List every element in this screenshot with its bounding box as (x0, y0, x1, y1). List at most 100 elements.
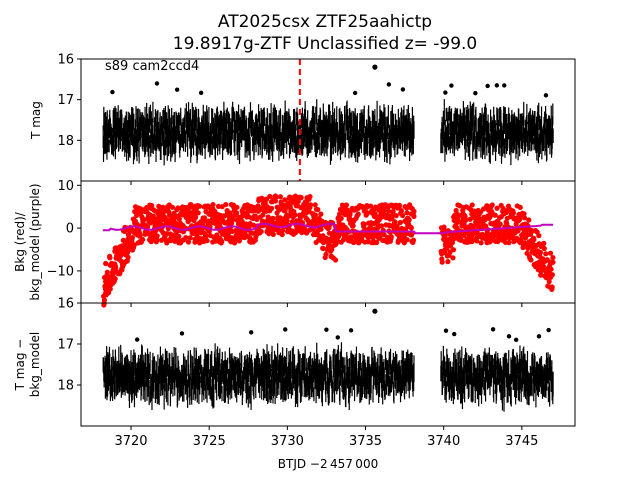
mag-point (473, 90, 478, 96)
bkg-point (219, 238, 225, 245)
bkg-point (411, 213, 417, 219)
bkg-point (112, 265, 119, 271)
bkg-point (279, 231, 285, 238)
bkg-point (107, 286, 113, 292)
bkg-point (406, 217, 412, 223)
bkg-point (307, 194, 313, 200)
bkg-point (343, 202, 350, 208)
bkg-point (173, 229, 180, 235)
bkg-point (144, 224, 151, 230)
bkg-point (210, 201, 216, 208)
bkg-point (550, 259, 556, 265)
y-axis-label-line: T mag (29, 101, 43, 140)
mag-point (443, 90, 448, 95)
mag-point (134, 337, 140, 342)
bkg-point (187, 235, 193, 241)
y-axis-label: T mag −bkg_model (13, 332, 42, 398)
mag-outlier-point (372, 308, 378, 314)
bkg-point (396, 202, 403, 208)
bkg-point (404, 210, 410, 216)
bkg-point (268, 205, 275, 212)
bkg-point (398, 208, 405, 214)
bkg-point (402, 226, 409, 232)
bkg-point (318, 211, 324, 217)
bkg-point (388, 234, 394, 240)
bkg-point (277, 194, 284, 200)
bkg-point (154, 233, 160, 239)
bkg-point (517, 204, 523, 211)
bkg-point (510, 210, 517, 216)
bkg-point (175, 205, 181, 211)
bkg-point (397, 219, 403, 226)
bkg-point (549, 284, 555, 290)
bkg-point (282, 197, 288, 203)
bkg-point (176, 216, 182, 222)
bkg-point (201, 215, 208, 221)
y-tick-label: 0 (66, 222, 74, 237)
bkg-point (467, 216, 473, 222)
bkg-point (399, 212, 406, 219)
bkg-point (137, 232, 143, 238)
mag-point (485, 83, 490, 89)
bkg-point (378, 223, 385, 229)
mag-point (352, 90, 358, 96)
bkg-point (373, 239, 380, 246)
bkg-point (450, 255, 456, 261)
y-tick-label: −10 (47, 264, 74, 279)
y-axis-label-line: Bkg (red)/ (13, 211, 27, 272)
bkg-point (347, 210, 353, 216)
mag-point (335, 335, 340, 340)
y-tick-label: 18 (57, 134, 74, 149)
bkg-model-line (102, 222, 554, 235)
bkg-point (385, 208, 392, 214)
mag-point (502, 83, 507, 88)
bkg-point (548, 266, 554, 272)
mag-point (179, 331, 185, 336)
bkg-point (203, 233, 209, 239)
y-tick-label: 16 (57, 53, 74, 68)
bkg-point (107, 255, 113, 261)
bkg-point (279, 227, 286, 234)
y-axis-label: Bkg (red)/bkg_model (purple) (13, 183, 42, 300)
mag-outlier-point (372, 64, 378, 70)
x-tick-label: 3735 (349, 434, 382, 449)
camera-annotation: s89 cam2ccd4 (105, 59, 199, 74)
bkg-point (540, 263, 547, 270)
bkg-point (546, 278, 552, 285)
mag-point (543, 93, 549, 98)
bkg-point (445, 259, 451, 265)
bkg-point (104, 269, 110, 275)
bkg-point (259, 195, 265, 201)
chart-title-line2: 19.8917g-ZTF Unclassified z= -99.0 (173, 34, 478, 54)
bkg-point (183, 234, 189, 241)
bkg-point (195, 210, 201, 216)
bkg-point (250, 222, 257, 228)
bkg-point (541, 245, 547, 252)
x-tick-label: 3745 (505, 434, 538, 449)
y-axis-label-line: bkg_model (28, 332, 42, 398)
bkg-point (368, 203, 374, 209)
y-axis-label: T mag (29, 101, 43, 140)
bkg-point (112, 276, 118, 282)
bkg-point (323, 251, 329, 257)
mag-point (494, 83, 500, 88)
bkg-point (361, 221, 368, 227)
x-tick-label: 3740 (427, 434, 460, 449)
bkg-point (199, 226, 205, 233)
bkg-point (530, 235, 537, 241)
mag-point (110, 89, 115, 95)
mag-point (449, 83, 454, 88)
mag-point (248, 330, 254, 335)
y-axis-label-line: bkg_model (purple) (28, 183, 42, 300)
bkg-point (390, 208, 396, 215)
bkg-point (350, 222, 356, 229)
bkg-point (338, 215, 344, 222)
bkg-point (193, 214, 199, 220)
panel-frame (80, 302, 576, 427)
bkg-point (312, 202, 318, 208)
bkg-point (243, 221, 249, 227)
bkg-point (264, 204, 271, 210)
mag-point (198, 90, 204, 96)
mag-point (452, 331, 457, 337)
mag-point (546, 327, 551, 333)
